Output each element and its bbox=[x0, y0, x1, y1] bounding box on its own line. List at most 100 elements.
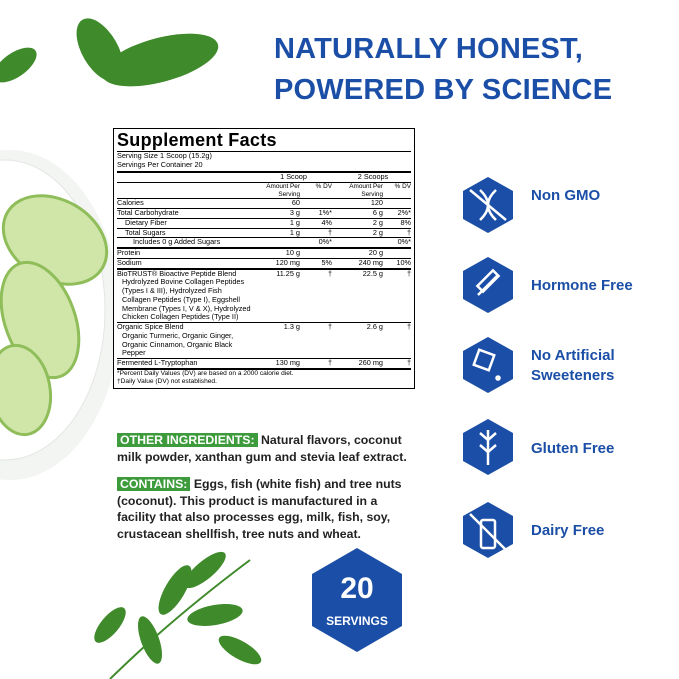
amount: 6 g bbox=[372, 208, 383, 218]
headline: NATURALLY HONEST, bbox=[274, 33, 584, 65]
nutrient-name: BioTRUST® Bioactive Peptide Blend bbox=[117, 268, 237, 278]
amount: 2 g bbox=[372, 227, 383, 237]
amount: 1.3 g bbox=[283, 322, 300, 332]
nutrient-name: Includes 0 g Added Sugars bbox=[133, 237, 221, 247]
other-ingredients: OTHER INGREDIENTS: Natural flavors, coco… bbox=[117, 432, 427, 465]
daily-value bbox=[300, 199, 335, 208]
daily-value: 5% bbox=[321, 257, 332, 267]
subhead: % DV bbox=[394, 183, 411, 191]
nutrient-cell: Dietary Fiber bbox=[117, 217, 252, 228]
nutrient-name: Organic Spice Blend bbox=[117, 322, 184, 332]
label: CONTAINS: bbox=[117, 477, 191, 491]
claim: Non GMO bbox=[531, 187, 601, 204]
nutrient-name: Total Sugars bbox=[125, 227, 166, 237]
daily-value: 0%* bbox=[318, 237, 332, 247]
nutrient-cell: Protein bbox=[117, 248, 252, 258]
servings-per-container: Servings Per Container 20 bbox=[117, 159, 203, 169]
daily-value bbox=[383, 199, 411, 208]
nutrient-name: Dietary Fiber bbox=[125, 217, 167, 227]
nutrient-name: Protein bbox=[117, 248, 141, 258]
nutrient-name: Sodium bbox=[117, 257, 142, 267]
facts-title: Supplement Facts bbox=[117, 130, 411, 152]
amount: 60 bbox=[291, 198, 300, 208]
daily-value: † bbox=[327, 322, 332, 332]
subheader: Amount Per Serving % DV Amount Per Servi… bbox=[117, 182, 411, 198]
nutrient-cell: Organic Spice Blend Organic Turmeric, Org… bbox=[117, 322, 252, 358]
subhead: Amount Per Serving bbox=[266, 183, 300, 198]
facts-rows: Calories 60 120 Total Carbohydrate 3 g 1%* 6 g… bbox=[117, 198, 411, 368]
nutrient-cell: Fermented L-Tryptophan bbox=[117, 358, 252, 368]
facts-row: BioTRUST® Bioactive Peptide Blend Hydroly… bbox=[117, 267, 411, 323]
facts-row: Fermented L-Tryptophan 130 mg † 260 mg † bbox=[117, 358, 411, 368]
amount: 120 mg bbox=[275, 257, 300, 267]
facts-row: Organic Spice Blend Organic Turmeric, Org… bbox=[117, 322, 411, 358]
nutrient-cell: Includes 0 g Added Sugars bbox=[117, 238, 252, 247]
facts-row: Sodium 120 mg 5% 240 mg 10% bbox=[117, 257, 411, 268]
facts-row: Dietary Fiber 1 g 4% 2 g 8% bbox=[117, 217, 411, 228]
amount: 1 g bbox=[289, 227, 300, 237]
nutrient-cell: Calories bbox=[117, 199, 252, 208]
daily-value bbox=[383, 249, 411, 258]
text: Eggs, fish (white fish) and tree nuts (c… bbox=[117, 477, 402, 541]
daily-value: † bbox=[327, 358, 332, 368]
nutrient-name: Calories bbox=[117, 198, 144, 208]
claim: Hormone Free bbox=[531, 277, 633, 294]
amount: 3 g bbox=[289, 208, 300, 218]
facts-row: Calories 60 120 bbox=[117, 198, 411, 208]
daily-value: † bbox=[327, 227, 332, 237]
facts-row: Includes 0 g Added Sugars 0%* 0%* bbox=[117, 237, 411, 247]
daily-value: 1%* bbox=[318, 208, 332, 218]
nutrient-cell: Sodium bbox=[117, 257, 252, 268]
claim: No Artificial Sweeteners bbox=[531, 347, 615, 384]
daily-value: † bbox=[406, 358, 411, 368]
nutrient-cell: BioTRUST® Bioactive Peptide Blend Hydroly… bbox=[117, 268, 252, 323]
column-header: 1 Scoop 2 Scoops bbox=[117, 171, 411, 182]
amount: 260 mg bbox=[358, 358, 383, 368]
amount: 22.5 g bbox=[362, 268, 383, 278]
subhead: % DV bbox=[315, 183, 332, 191]
footnote: *Percent Daily Values (DV) are based on … bbox=[117, 369, 294, 377]
daily-value: † bbox=[327, 268, 332, 278]
badge-number: 20 bbox=[340, 572, 374, 605]
nutrient-name: Total Carbohydrate bbox=[117, 208, 179, 218]
amount: 2.6 g bbox=[366, 322, 383, 332]
amount: 240 mg bbox=[358, 257, 383, 267]
badge-label: SERVINGS bbox=[326, 614, 388, 628]
amount: 1 g bbox=[289, 217, 300, 227]
daily-value bbox=[300, 249, 335, 258]
daily-value: † bbox=[406, 227, 411, 237]
contains: CONTAINS: Eggs, fish (white fish) and tr… bbox=[117, 476, 417, 542]
daily-value: 10% bbox=[396, 257, 411, 267]
amount: 2 g bbox=[372, 217, 383, 227]
column-label: 1 Scoop bbox=[280, 172, 307, 182]
daily-value: 8% bbox=[400, 217, 411, 227]
footnote: †Daily Value (DV) not established. bbox=[117, 377, 217, 385]
amount: 120 bbox=[370, 198, 383, 208]
amount: 11.25 g bbox=[276, 268, 300, 278]
amount bbox=[252, 238, 300, 247]
daily-value: † bbox=[406, 322, 411, 332]
serving-size: Serving Size 1 Scoop (15.2g) bbox=[117, 150, 212, 160]
subhead: Amount Per Serving bbox=[349, 183, 383, 198]
footnotes: *Percent Daily Values (DV) are based on … bbox=[117, 367, 411, 386]
headline: POWERED BY SCIENCE bbox=[274, 74, 613, 106]
text: Natural flavors, coconut milk powder, xa… bbox=[117, 433, 407, 464]
facts-row: Protein 10 g 20 g bbox=[117, 247, 411, 258]
nutrient-description: Organic Turmeric, Organic Ginger, Organi… bbox=[122, 330, 234, 358]
amount bbox=[335, 238, 383, 247]
daily-value: 4% bbox=[321, 217, 332, 227]
nutrient-cell: Total Carbohydrate bbox=[117, 208, 252, 218]
nutrient-cell: Total Sugars bbox=[117, 227, 252, 238]
facts-row: Total Carbohydrate 3 g 1%* 6 g 2%* bbox=[117, 208, 411, 218]
nutrient-description: Hydrolyzed Bovine Collagen Peptides (Typ… bbox=[122, 277, 251, 322]
claim: Dairy Free bbox=[531, 522, 605, 539]
amount: 10 g bbox=[285, 248, 300, 258]
amount: 20 g bbox=[368, 248, 383, 258]
nutrient-name: Fermented L-Tryptophan bbox=[117, 358, 198, 368]
claim: Gluten Free bbox=[531, 440, 615, 457]
daily-value: † bbox=[406, 268, 411, 278]
column-label: 2 Scoops bbox=[357, 172, 389, 182]
supplement-facts: Supplement Facts Serving Size 1 Scoop (1… bbox=[113, 128, 415, 389]
